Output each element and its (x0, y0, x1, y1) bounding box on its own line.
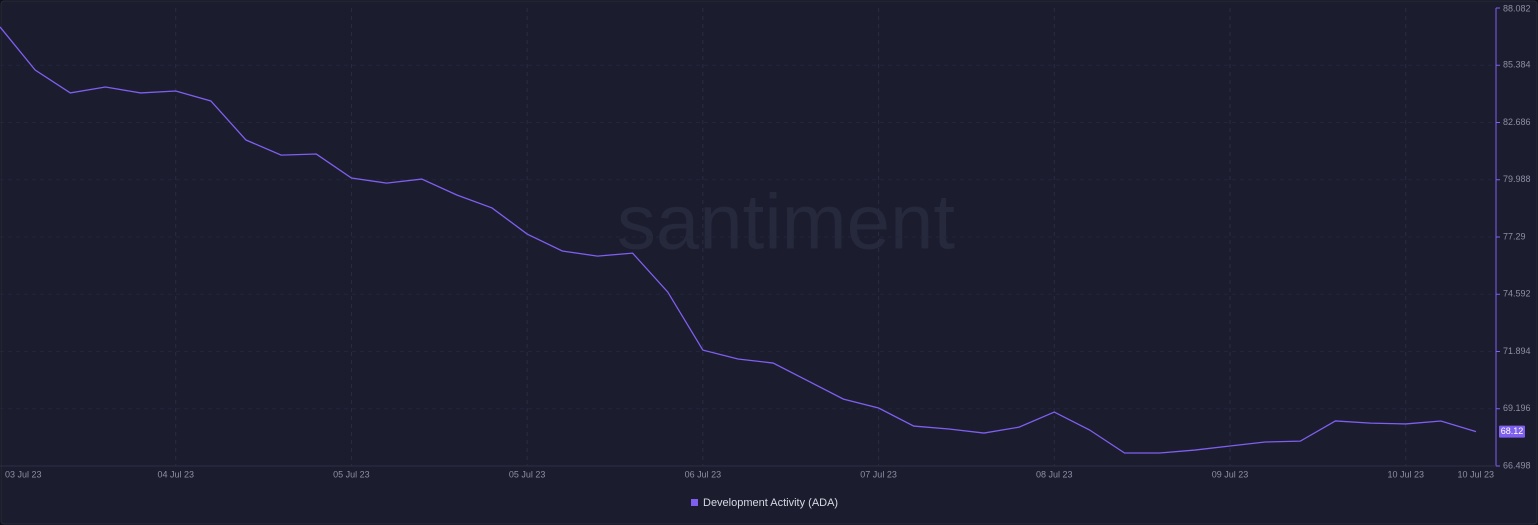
x-tick-label: 04 Jul 23 (157, 469, 194, 479)
x-tick-label: 09 Jul 23 (1212, 469, 1249, 479)
x-tick-label: 06 Jul 23 (685, 469, 722, 479)
last-value-badge (1499, 425, 1525, 438)
watermark: santiment (617, 178, 955, 266)
x-tick-label: 10 Jul 23 (1387, 469, 1424, 479)
x-tick-label: 05 Jul 23 (333, 469, 370, 479)
y-tick-label: 88.082 (1503, 3, 1531, 13)
legend-swatch (691, 499, 698, 506)
x-tick-label: 05 Jul 23 (509, 469, 546, 479)
legend-label: Development Activity (ADA) (703, 497, 838, 509)
data-line (0, 26, 1477, 454)
y-tick-label: 82.686 (1503, 117, 1531, 127)
last-value-label: 68.12 (1501, 426, 1524, 436)
y-tick-label: 74.592 (1503, 289, 1531, 299)
y-tick-label: 85.384 (1503, 60, 1531, 70)
x-tick-label: 03 Jul 23 (5, 469, 42, 479)
x-tick-label: 08 Jul 23 (1036, 469, 1073, 479)
y-tick-label: 77.29 (1503, 231, 1526, 241)
x-tick-label: 07 Jul 23 (860, 469, 897, 479)
x-tick-label: 10 Jul 23 (1457, 469, 1494, 479)
y-tick-label: 71.894 (1503, 346, 1531, 356)
y-tick-label: 69.196 (1503, 403, 1531, 413)
legend: Development Activity (ADA) (691, 497, 838, 509)
y-tick-label: 66.498 (1503, 460, 1531, 470)
y-tick-label: 79.988 (1503, 174, 1531, 184)
